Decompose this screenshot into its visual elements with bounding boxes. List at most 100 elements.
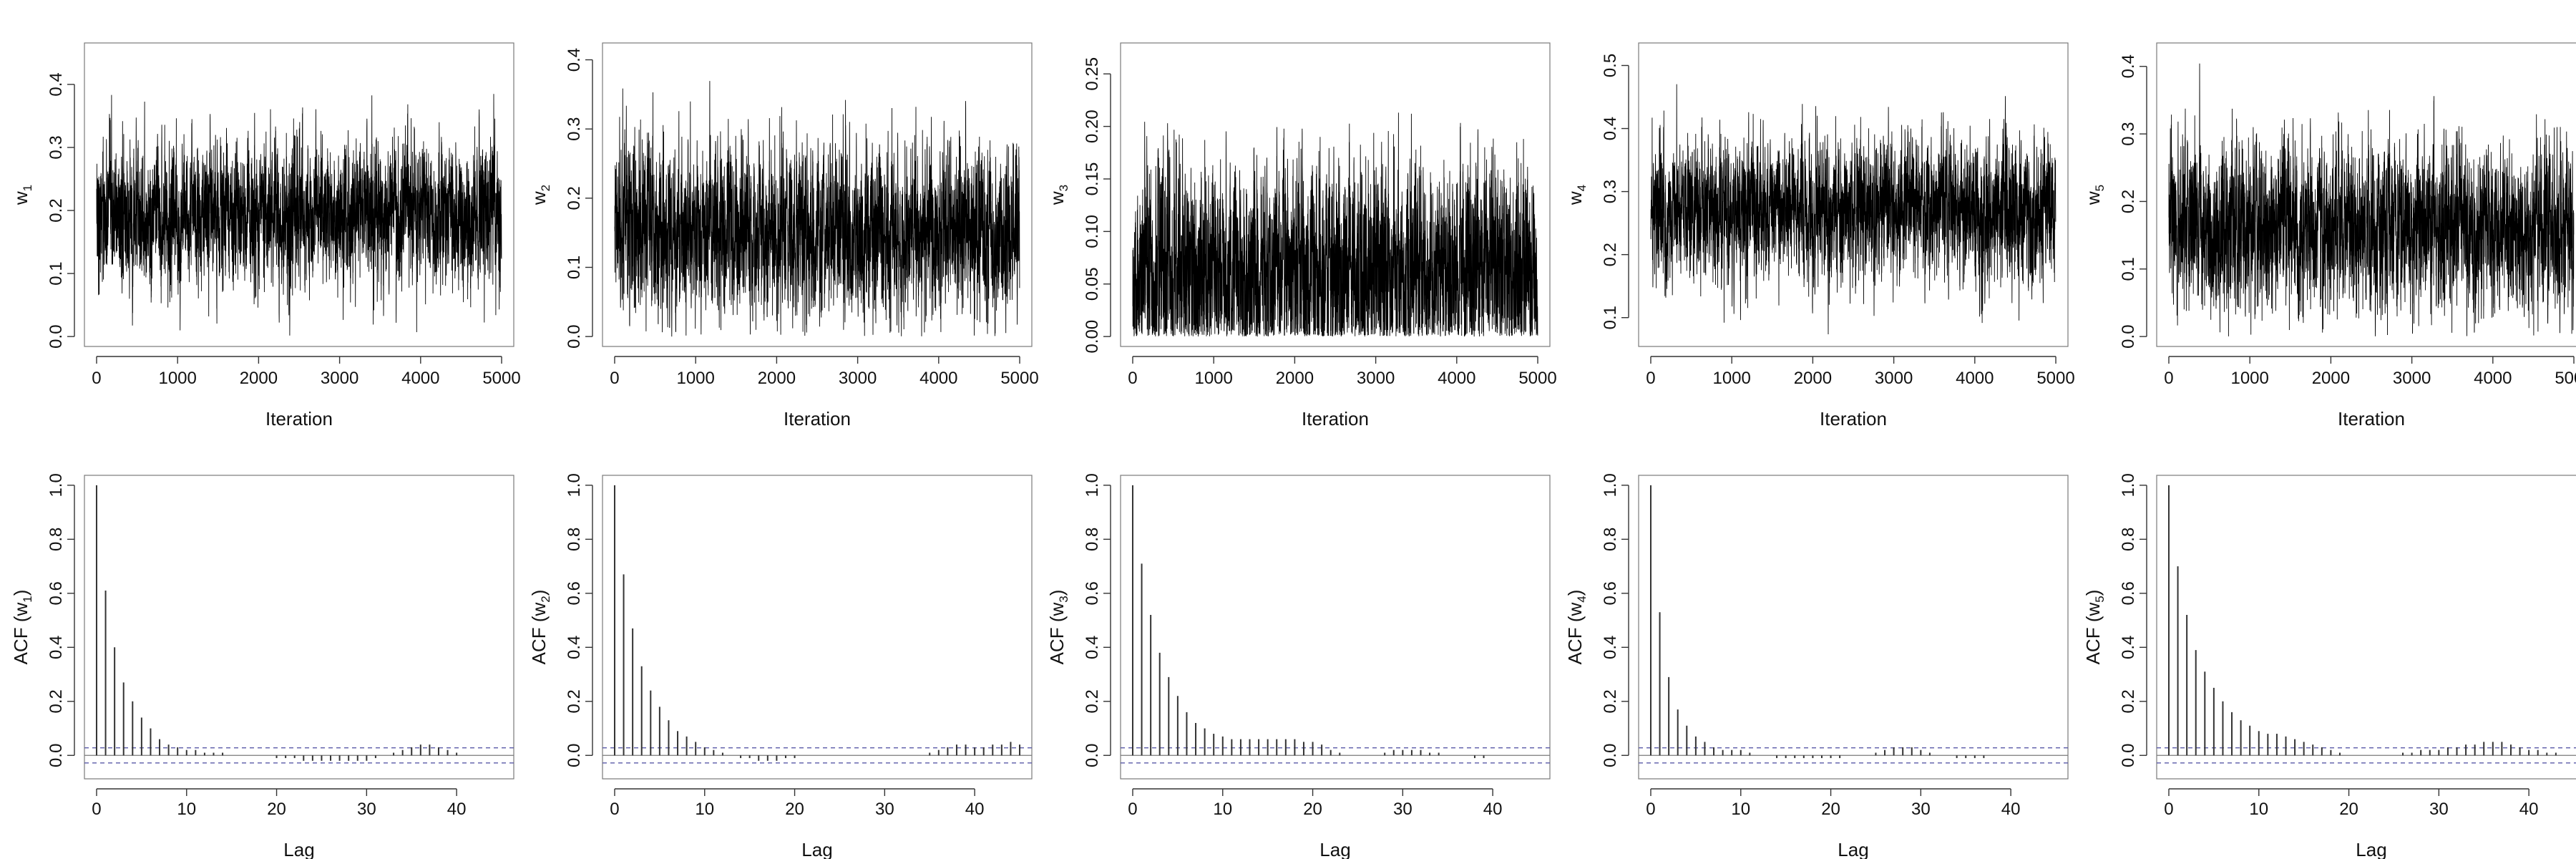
x-axis-label: Lag: [1319, 839, 1350, 859]
y-tick-label: 0.0: [2119, 744, 2138, 767]
acf-plot-1: 0.0 0.2 0.4 0.6 0.8 1.0 0 10 20 30 40 Lag ACF (w1): [10, 473, 514, 859]
x-axis-label: Iteration: [784, 408, 851, 430]
x-tick-label: 0: [1128, 369, 1137, 388]
y-tick-label: 0.1: [565, 256, 584, 279]
x-tick-label: 3000: [2393, 369, 2431, 388]
x-tick-label: 0: [610, 369, 619, 388]
y-axis-label: w2: [528, 185, 552, 205]
y-tick-label: 0.0: [565, 324, 584, 348]
x-tick-label: 4000: [919, 369, 957, 388]
x-tick-label: 30: [875, 800, 894, 819]
y-tick-label: 0.25: [1083, 57, 1102, 91]
x-tick-label: 5000: [482, 369, 520, 388]
x-tick-label: 40: [2001, 800, 2021, 819]
x-tick-label: 10: [1213, 800, 1232, 819]
y-tick-label: 0.8: [565, 528, 584, 551]
y-tick-label: 0.05: [1083, 267, 1102, 301]
x-tick-label: 1000: [1194, 369, 1232, 388]
x-tick-label: 0: [92, 369, 101, 388]
x-tick-label: 0: [1128, 800, 1137, 819]
x-tick-label: 10: [2249, 800, 2268, 819]
plot-frame: [1638, 475, 2069, 780]
plot-frame: [1120, 475, 1551, 780]
y-tick-label: 0.1: [47, 261, 66, 285]
y-tick-label: 0.0: [565, 744, 584, 767]
y-tick-label: 0.6: [1601, 581, 1620, 605]
trace-line: [96, 94, 502, 336]
y-tick-label: 0.00: [1083, 320, 1102, 354]
plot-frame: [2156, 475, 2576, 780]
x-axis-label: Iteration: [2338, 408, 2405, 430]
y-tick-label: 0.2: [565, 689, 584, 713]
y-tick-label: 0.6: [565, 581, 584, 605]
y-tick-label: 0.6: [2119, 581, 2138, 605]
y-tick-label: 1.0: [565, 473, 584, 497]
y-tick-label: 0.3: [565, 117, 584, 140]
plot-frame: [84, 42, 514, 347]
y-tick-label: 0.4: [565, 636, 584, 659]
x-axis-label: Lag: [2356, 839, 2386, 859]
y-tick-label: 0.4: [565, 48, 584, 72]
acf-plot-2: 0.0 0.2 0.4 0.6 0.8 1.0 0 10 20 30 40 Lag ACF (w2): [528, 473, 1033, 859]
y-tick-label: 1.0: [1601, 473, 1620, 497]
y-tick-label: 0.2: [565, 186, 584, 210]
x-tick-label: 0: [1646, 369, 1655, 388]
y-tick-label: 0.2: [1083, 689, 1102, 713]
x-tick-label: 5000: [2036, 369, 2074, 388]
y-tick-label: 0.1: [1601, 306, 1620, 329]
x-tick-label: 0: [2164, 800, 2173, 819]
y-tick-label: 0.8: [1601, 528, 1620, 551]
acf-plot-5: 0.0 0.2 0.4 0.6 0.8 1.0 0 10 20 30 40 Lag ACF (w5): [2082, 473, 2576, 859]
y-tick-label: 0.15: [1083, 162, 1102, 196]
y-tick-label: 0.8: [2119, 528, 2138, 551]
y-tick-label: 0.6: [47, 581, 66, 605]
y-tick-label: 0.4: [1601, 117, 1620, 140]
x-tick-label: 4000: [2474, 369, 2512, 388]
y-tick-label: 0.2: [1601, 243, 1620, 266]
x-tick-label: 4000: [1438, 369, 1475, 388]
acf-plot-3: 0.0 0.2 0.4 0.6 0.8 1.0 0 10 20 30 40 Lag ACF (w3): [1046, 473, 1551, 859]
x-tick-label: 30: [2429, 800, 2449, 819]
x-tick-label: 20: [2339, 800, 2358, 819]
trace-line: [614, 81, 1020, 337]
y-tick-label: 0.0: [47, 324, 66, 348]
y-tick-label: 0.10: [1083, 215, 1102, 248]
y-tick-label: 0.2: [2119, 689, 2138, 713]
x-axis-label: Lag: [801, 839, 832, 859]
x-tick-label: 40: [447, 800, 467, 819]
y-tick-label: 0.6: [1083, 581, 1102, 605]
y-axis-label: w3: [1046, 185, 1070, 205]
y-tick-label: 0.0: [1601, 744, 1620, 767]
y-axis-label: ACF (w4): [1564, 590, 1589, 665]
y-tick-label: 0.2: [47, 198, 66, 222]
x-tick-label: 0: [92, 800, 101, 819]
x-tick-label: 20: [1821, 800, 1840, 819]
x-tick-label: 2000: [2312, 369, 2350, 388]
x-tick-label: 5000: [2555, 369, 2576, 388]
x-tick-label: 2000: [758, 369, 796, 388]
x-tick-label: 2000: [1794, 369, 1832, 388]
y-tick-label: 0.0: [1083, 744, 1102, 767]
x-tick-label: 10: [695, 800, 714, 819]
trace-line: [1132, 112, 1538, 337]
x-tick-label: 4000: [1956, 369, 1994, 388]
acf-plot-4: 0.0 0.2 0.4 0.6 0.8 1.0 0 10 20 30 40 Lag ACF (w4): [1564, 473, 2069, 859]
x-tick-label: 1000: [2230, 369, 2268, 388]
x-tick-label: 40: [2519, 800, 2539, 819]
plot-frame: [602, 42, 1033, 347]
x-tick-label: 2000: [1276, 369, 1314, 388]
trace-line: [2168, 63, 2575, 336]
x-tick-label: 30: [1393, 800, 1413, 819]
plot-frame: [84, 475, 514, 780]
x-tick-label: 20: [785, 800, 804, 819]
y-tick-label: 0.4: [2119, 54, 2138, 78]
y-tick-label: 0.20: [1083, 110, 1102, 143]
x-tick-label: 1000: [676, 369, 714, 388]
plot-frame: [602, 475, 1033, 780]
y-tick-label: 0.2: [1601, 689, 1620, 713]
x-tick-label: 20: [1303, 800, 1322, 819]
y-tick-label: 1.0: [47, 473, 66, 497]
y-axis-label: ACF (w2): [528, 590, 552, 665]
y-axis-label: w1: [10, 185, 34, 205]
